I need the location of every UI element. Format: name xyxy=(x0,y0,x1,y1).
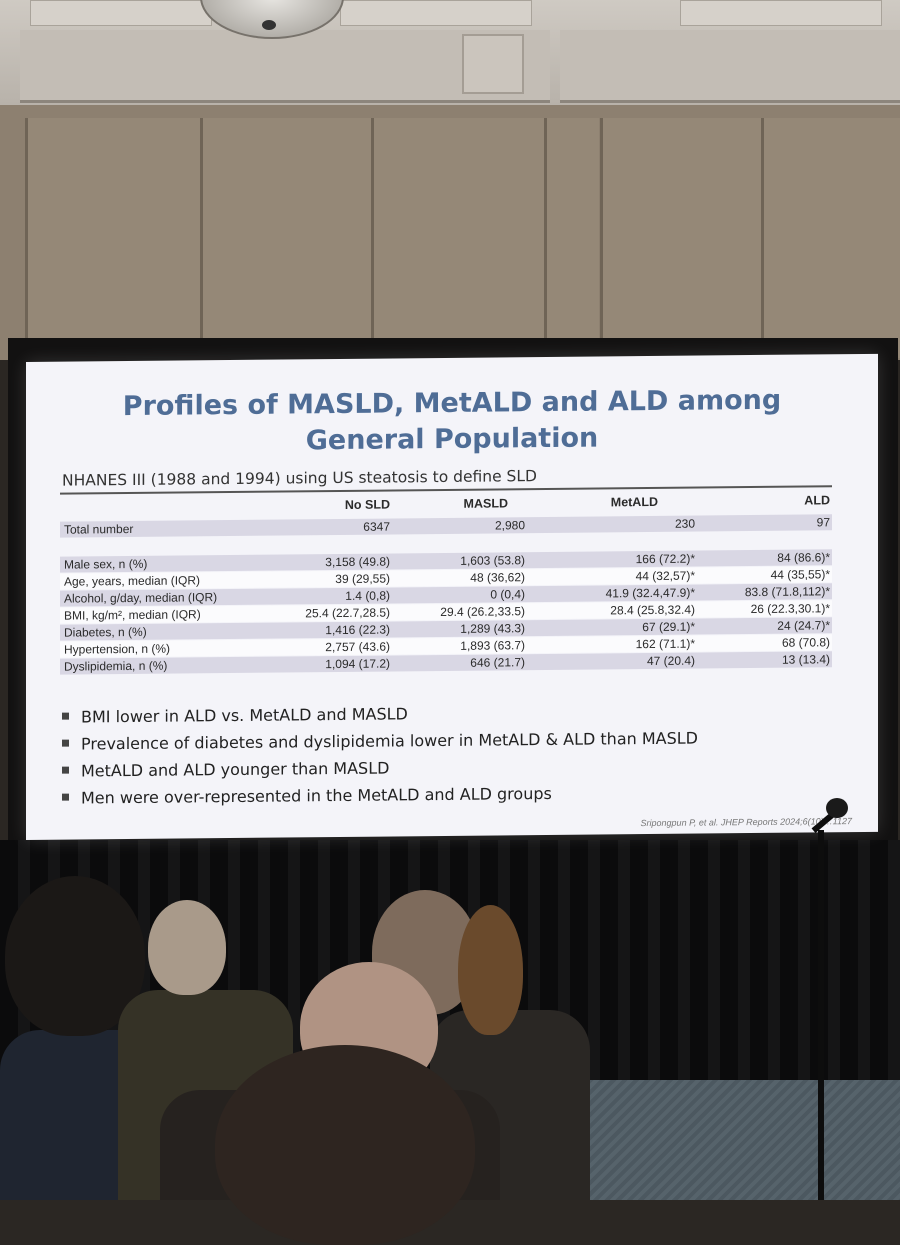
table-row: Total number 6347 2,980 230 97 xyxy=(60,514,832,538)
bullet-text: Prevalence of diabetes and dyslipidemia … xyxy=(81,728,698,754)
slide-title: Profiles of MASLD, MetALD and ALD among … xyxy=(26,382,878,462)
audience-member-head xyxy=(5,876,145,1036)
table-cell: 39 (29,55) xyxy=(335,571,390,587)
table-cell: 2,980 xyxy=(494,518,525,533)
table-cell: 29.4 (26.2,33.5) xyxy=(440,604,525,620)
table-cell: 1,094 (17.2) xyxy=(325,656,390,672)
row-label: Total number xyxy=(64,521,134,537)
table-cell: 24 (24.7)* xyxy=(777,618,830,633)
row-label: Age, years, median (IQR) xyxy=(64,573,201,589)
table-cell: 230 xyxy=(674,516,695,531)
table-cell: 44 (32,57)* xyxy=(635,568,695,584)
square-bullet-icon xyxy=(62,766,69,774)
row-label: Alcohol, g/day, median (IQR) xyxy=(64,590,218,606)
wall-panel xyxy=(371,118,544,358)
table-cell: 68 (70.8) xyxy=(781,635,830,650)
square-bullet-icon xyxy=(62,712,69,720)
column-header: No SLD xyxy=(344,497,390,512)
table-cell: 44 (35,55)* xyxy=(770,567,830,582)
ceiling-soffit xyxy=(20,30,550,103)
table-cell: 28.4 (25.8,32.4) xyxy=(610,602,695,618)
table-cell: 1,603 (53.8) xyxy=(460,553,525,568)
row-label: Dyslipidemia, n (%) xyxy=(64,658,168,674)
column-header: ALD xyxy=(804,493,830,508)
ceiling-tile xyxy=(680,0,882,26)
microphone-stand xyxy=(818,830,824,1200)
table-cell: 0 (0,4) xyxy=(490,587,525,602)
square-bullet-icon xyxy=(62,793,69,801)
table-cell: 1,893 (63.7) xyxy=(460,638,525,653)
audience-member-head xyxy=(215,1045,475,1245)
table-cell: 166 (72.2)* xyxy=(635,551,695,567)
table-cell: 3,158 (49.8) xyxy=(325,554,390,570)
table-cell: 26 (22.3,30.1)* xyxy=(750,601,830,617)
wall-panel xyxy=(200,118,371,358)
row-label: Hypertension, n (%) xyxy=(64,641,171,657)
row-label: Diabetes, n (%) xyxy=(64,624,147,640)
presentation-slide: Profiles of MASLD, MetALD and ALD among … xyxy=(26,353,878,840)
bullet-text: BMI lower in ALD vs. MetALD and MASLD xyxy=(81,704,408,727)
ceiling-tile xyxy=(340,0,532,26)
table-cell: 67 (29.1)* xyxy=(642,619,695,635)
row-label: Male sex, n (%) xyxy=(64,556,148,572)
square-bullet-icon xyxy=(62,739,69,747)
table-cell: 48 (36,62) xyxy=(470,570,525,585)
wall-panel xyxy=(761,118,900,358)
table-cell: 646 (21.7) xyxy=(470,655,525,670)
table-cell: 1.4 (0,8) xyxy=(345,588,390,603)
table-cell: 2,757 (43.6) xyxy=(325,639,390,655)
wall-panel xyxy=(544,118,599,358)
bullet-text: MetALD and ALD younger than MASLD xyxy=(81,758,390,781)
table-cell: 97 xyxy=(816,515,830,530)
table-cell: 13 (13.4) xyxy=(781,652,830,667)
carpet-floor xyxy=(560,1080,900,1200)
wall-panel xyxy=(600,118,761,358)
slide-bullet-list: BMI lower in ALD vs. MetALD and MASLD Pr… xyxy=(62,696,872,812)
table-cell: 6347 xyxy=(363,519,390,534)
audience-member-hair xyxy=(458,905,523,1035)
ceiling-tile xyxy=(30,0,212,26)
row-label: BMI, kg/m², median (IQR) xyxy=(64,607,201,623)
table-cell: 83.8 (71.8,112)* xyxy=(744,584,830,600)
wall-panel xyxy=(25,118,200,358)
camera-lens xyxy=(262,20,276,30)
table-cell: 1,416 (22.3) xyxy=(325,622,390,638)
table-header-row: No SLD MASLD MetALD ALD xyxy=(60,492,832,515)
table-cell: 84 (86.6)* xyxy=(777,550,830,565)
table-cell: 162 (71.1)* xyxy=(635,636,695,652)
table-cell: 47 (20.4) xyxy=(646,653,695,669)
table-cell: 25.4 (22.7,28.5) xyxy=(305,605,390,621)
ceiling-soffit xyxy=(560,30,900,103)
column-header: MetALD xyxy=(610,494,658,510)
table-cell: 41.9 (32.4,47.9)* xyxy=(605,585,695,601)
microphone-icon xyxy=(826,798,848,818)
ceiling-vent xyxy=(462,34,524,94)
table-cell: 1,289 (43.3) xyxy=(460,621,525,636)
column-header: MASLD xyxy=(463,496,508,511)
audience-member-head xyxy=(148,900,226,995)
slide-subtitle: NHANES III (1988 and 1994) using US stea… xyxy=(62,467,537,490)
bullet-text: Men were over-represented in the MetALD … xyxy=(81,783,552,808)
